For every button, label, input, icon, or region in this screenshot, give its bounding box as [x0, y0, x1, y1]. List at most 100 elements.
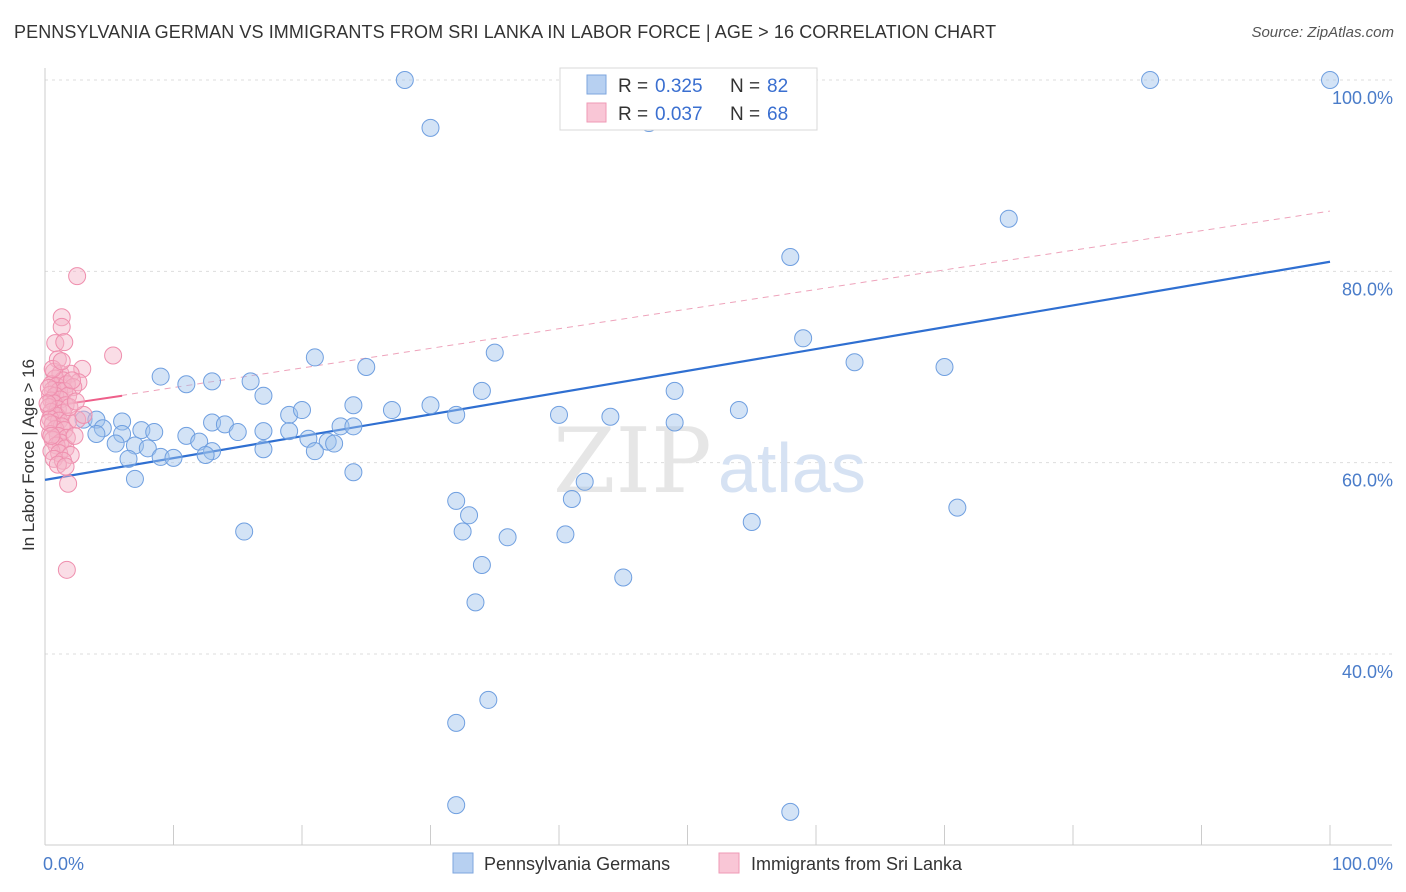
- data-point-pennsylvania-germans: [999, 209, 1018, 228]
- bottom-legend-swatch-pennsylvania-germans: [452, 852, 474, 874]
- bottom-legend-label-pennsylvania-germans: Pennsylvania Germans: [484, 854, 670, 874]
- legend-swatch-pennsylvania-germans: [586, 74, 607, 95]
- data-point-pennsylvania-germans: [196, 446, 215, 465]
- data-point-sri-lanka: [43, 359, 62, 378]
- data-point-pennsylvania-germans: [151, 367, 170, 386]
- data-point-pennsylvania-germans: [781, 247, 800, 266]
- y-axis-label: In Labor Force | Age > 16: [19, 359, 38, 551]
- data-point-pennsylvania-germans: [113, 412, 132, 431]
- data-point-pennsylvania-germans: [472, 556, 491, 575]
- data-point-pennsylvania-germans: [395, 71, 414, 89]
- x-tick-label-min: 0.0%: [43, 854, 84, 874]
- data-point-pennsylvania-germans: [550, 405, 568, 424]
- data-point-sri-lanka: [38, 394, 57, 413]
- data-point-pennsylvania-germans: [485, 343, 504, 362]
- data-point-pennsylvania-germans: [498, 528, 517, 547]
- legend-r-label-2: R =: [618, 104, 648, 125]
- legend-r-label-1: R =: [618, 76, 648, 97]
- data-point-pennsylvania-germans: [447, 796, 466, 815]
- legend-n-value-2: 68: [767, 104, 788, 125]
- points-layer: [38, 71, 1339, 821]
- data-point-pennsylvania-germans: [87, 424, 106, 443]
- data-point-sri-lanka: [64, 378, 83, 397]
- data-point-pennsylvania-germans: [453, 522, 472, 541]
- data-point-pennsylvania-germans: [742, 512, 761, 531]
- data-point-sri-lanka: [104, 346, 123, 365]
- data-point-pennsylvania-germans: [280, 422, 299, 441]
- data-point-pennsylvania-germans: [125, 469, 144, 488]
- data-point-pennsylvania-germans: [113, 424, 132, 443]
- data-point-sri-lanka: [66, 392, 85, 411]
- data-point-sri-lanka: [39, 379, 58, 398]
- data-point-pennsylvania-germans: [344, 463, 363, 482]
- data-point-pennsylvania-germans: [325, 434, 344, 453]
- data-point-sri-lanka: [52, 352, 71, 371]
- x-tick-label-max: 100.0%: [1332, 854, 1393, 874]
- y-tick-label: 100.0%: [1332, 88, 1393, 108]
- watermark-zip: ZIP: [553, 409, 712, 514]
- trend-line-pennsylvania-germans: [44, 260, 1331, 481]
- data-point-pennsylvania-germans: [460, 506, 479, 525]
- data-point-pennsylvania-germans: [472, 381, 491, 400]
- data-point-sri-lanka: [65, 426, 84, 445]
- bottom-legend-label-sri-lanka: Immigrants from Sri Lanka: [751, 854, 963, 874]
- data-point-sri-lanka: [48, 455, 67, 474]
- y-tick-label: 60.0%: [1342, 471, 1393, 491]
- bottom-legend: Pennsylvania Germans Immigrants from Sri…: [452, 852, 963, 874]
- data-point-pennsylvania-germans: [228, 423, 247, 442]
- data-point-pennsylvania-germans: [241, 372, 260, 391]
- data-point-pennsylvania-germans: [106, 434, 125, 453]
- watermark-atlas: atlas: [718, 429, 866, 507]
- data-point-pennsylvania-germans: [293, 401, 311, 420]
- data-point-sri-lanka: [69, 373, 88, 392]
- data-point-pennsylvania-germans: [305, 442, 324, 461]
- data-point-pennsylvania-germans: [466, 593, 485, 612]
- y-tick-label: 40.0%: [1342, 662, 1393, 682]
- data-point-sri-lanka: [62, 371, 81, 390]
- data-point-pennsylvania-germans: [344, 396, 363, 415]
- data-point-pennsylvania-germans: [203, 372, 222, 391]
- data-point-pennsylvania-germans: [935, 358, 954, 376]
- data-point-pennsylvania-germans: [421, 396, 440, 415]
- data-point-pennsylvania-germans: [948, 498, 967, 517]
- legend-r-value-2: 0.037: [655, 104, 703, 125]
- data-point-pennsylvania-germans: [177, 375, 196, 394]
- legend-n-value-1: 82: [767, 76, 788, 97]
- data-point-pennsylvania-germans: [1141, 71, 1160, 89]
- data-point-pennsylvania-germans: [138, 439, 157, 458]
- data-point-sri-lanka: [73, 359, 92, 378]
- data-point-pennsylvania-germans: [164, 448, 183, 467]
- data-point-pennsylvania-germans: [235, 522, 254, 541]
- data-point-pennsylvania-germans: [447, 491, 466, 510]
- data-point-pennsylvania-germans: [331, 417, 350, 436]
- data-point-pennsylvania-germans: [151, 447, 170, 466]
- data-point-pennsylvania-germans: [601, 407, 620, 426]
- data-point-pennsylvania-germans: [794, 329, 813, 348]
- legend: R = 0.325 N = 82 R = 0.037 N = 68: [559, 67, 818, 131]
- data-point-pennsylvania-germans: [254, 440, 273, 459]
- bottom-legend-swatch-sri-lanka: [718, 852, 740, 874]
- data-point-pennsylvania-germans: [145, 423, 164, 442]
- data-point-pennsylvania-germans: [74, 410, 93, 429]
- data-point-sri-lanka: [55, 333, 74, 352]
- grid-layer: [45, 79, 1392, 655]
- data-point-pennsylvania-germans: [382, 401, 401, 420]
- data-point-sri-lanka: [59, 474, 78, 493]
- y-tick-label: 80.0%: [1342, 279, 1393, 299]
- data-point-sri-lanka: [52, 308, 71, 327]
- data-point-pennsylvania-germans: [614, 568, 633, 587]
- data-point-sri-lanka: [57, 560, 76, 579]
- chart-source: Source: ZipAtlas.com: [1251, 24, 1394, 41]
- data-point-pennsylvania-germans: [562, 490, 581, 509]
- data-point-pennsylvania-germans: [318, 432, 337, 451]
- data-point-sri-lanka: [42, 426, 61, 445]
- legend-n-label-1: N =: [730, 76, 760, 97]
- data-point-pennsylvania-germans: [447, 405, 466, 424]
- trend-line-sri-lanka-extended: [44, 210, 1331, 408]
- chart-title: PENNSYLVANIA GERMAN VS IMMIGRANTS FROM S…: [14, 22, 997, 42]
- data-point-pennsylvania-germans: [665, 381, 684, 400]
- data-point-pennsylvania-germans: [729, 401, 748, 420]
- data-point-pennsylvania-germans: [556, 525, 575, 544]
- data-point-pennsylvania-germans: [305, 348, 324, 367]
